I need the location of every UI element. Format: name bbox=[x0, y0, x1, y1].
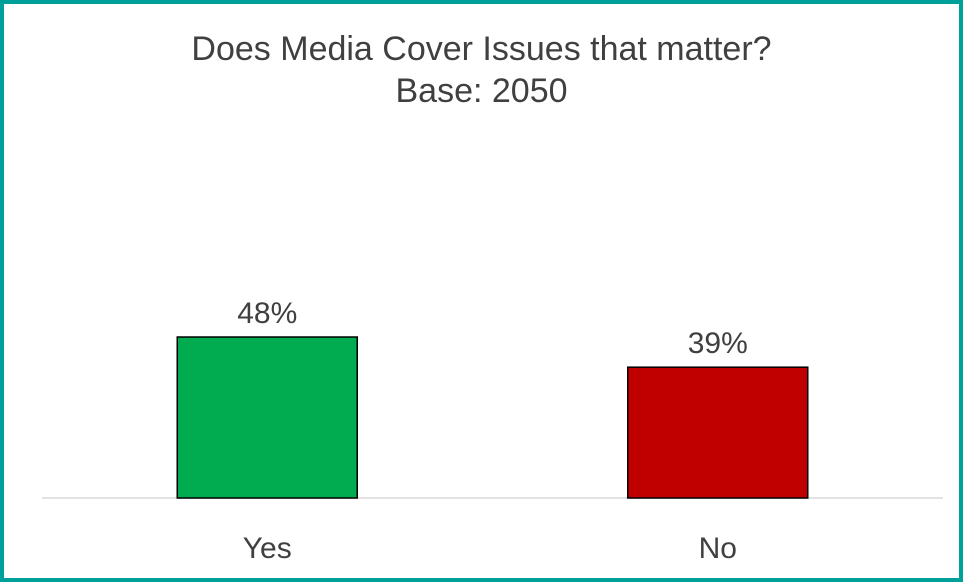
data-label-yes: 48% bbox=[237, 297, 297, 330]
bar-no bbox=[627, 366, 809, 499]
bars-layer: 48% Yes 39% No bbox=[176, 297, 809, 565]
chart-title-block: Does Media Cover Issues that matter? Bas… bbox=[0, 28, 963, 112]
chart-title: Does Media Cover Issues that matter? bbox=[191, 30, 772, 68]
category-label-yes: Yes bbox=[243, 532, 292, 565]
category-label-no: No bbox=[699, 532, 737, 565]
chart-subtitle: Base: 2050 bbox=[395, 72, 568, 110]
bar-yes bbox=[176, 336, 358, 499]
data-label-no: 39% bbox=[688, 327, 748, 360]
